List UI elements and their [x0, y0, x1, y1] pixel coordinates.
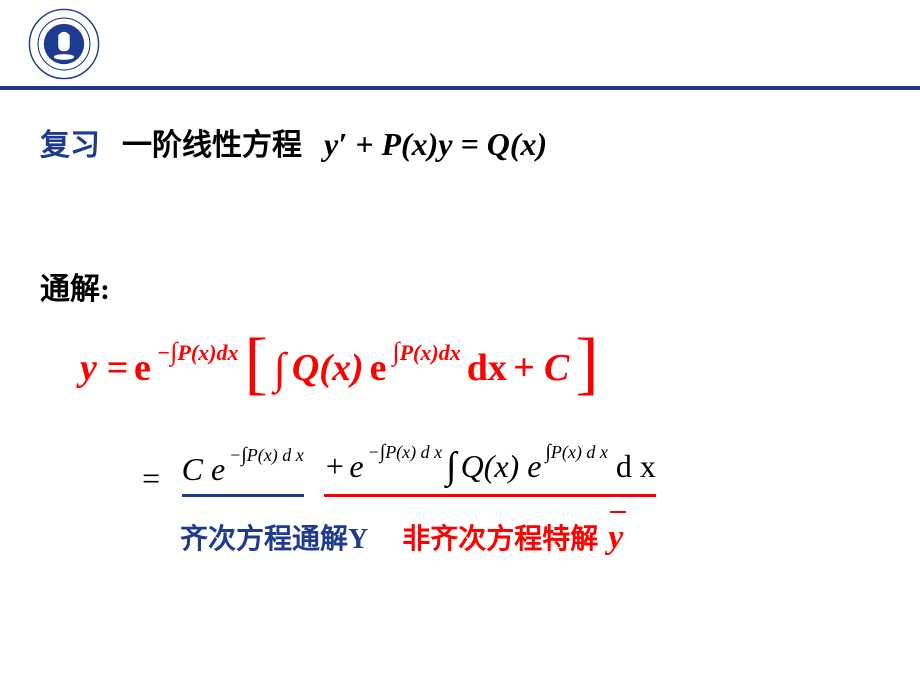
slide-header	[0, 0, 920, 90]
homogeneous-label: 齐次方程通解Y	[180, 517, 368, 557]
e-symbol: e	[134, 346, 151, 390]
plus-c: + C	[513, 346, 570, 390]
subtitle-text: 一阶线性方程	[122, 120, 302, 164]
linear-ode-equation: y′ + P(x)y = Q(x)	[324, 126, 547, 163]
general-solution-label: 通解:	[40, 264, 880, 308]
left-bracket: [	[244, 324, 267, 404]
y-bar-symbol: y	[608, 519, 623, 557]
particular-label: 非齐次方程特解 y	[402, 517, 623, 557]
equals-sign: =	[140, 460, 162, 497]
right-bracket: ]	[575, 324, 598, 404]
header-divider	[0, 86, 920, 90]
homogeneous-term: C e −∫P(x) d x	[182, 451, 304, 497]
qx-term: Q(x)	[292, 346, 364, 390]
exponent-1: −∫P(x)dx	[157, 337, 239, 367]
title-row: 复习 一阶线性方程 y′ + P(x)y = Q(x)	[40, 120, 880, 164]
expanded-solution-row: = C e −∫P(x) d x + e −∫P(x) d x ∫ Q(x) e…	[140, 444, 880, 497]
review-label: 复习	[40, 120, 100, 164]
solution-labels-row: 齐次方程通解Y 非齐次方程特解 y	[180, 517, 880, 557]
exponent-2: ∫P(x)dx	[392, 337, 460, 367]
integral-symbol: ∫	[274, 343, 286, 394]
particular-term: + e −∫P(x) d x ∫ Q(x) e ∫P(x) d x d x	[324, 444, 656, 497]
formula-lhs: y =	[80, 346, 128, 390]
institution-logo	[28, 8, 100, 80]
e-symbol-2: e	[370, 346, 387, 390]
slide-content: 复习 一阶线性方程 y′ + P(x)y = Q(x) 通解: y = e −∫…	[0, 90, 920, 557]
general-solution-formula: y = e −∫P(x)dx [ ∫ Q(x) e ∫P(x)dx dx + C…	[80, 328, 880, 408]
overline	[610, 511, 626, 513]
dx-term: dx	[467, 346, 507, 390]
